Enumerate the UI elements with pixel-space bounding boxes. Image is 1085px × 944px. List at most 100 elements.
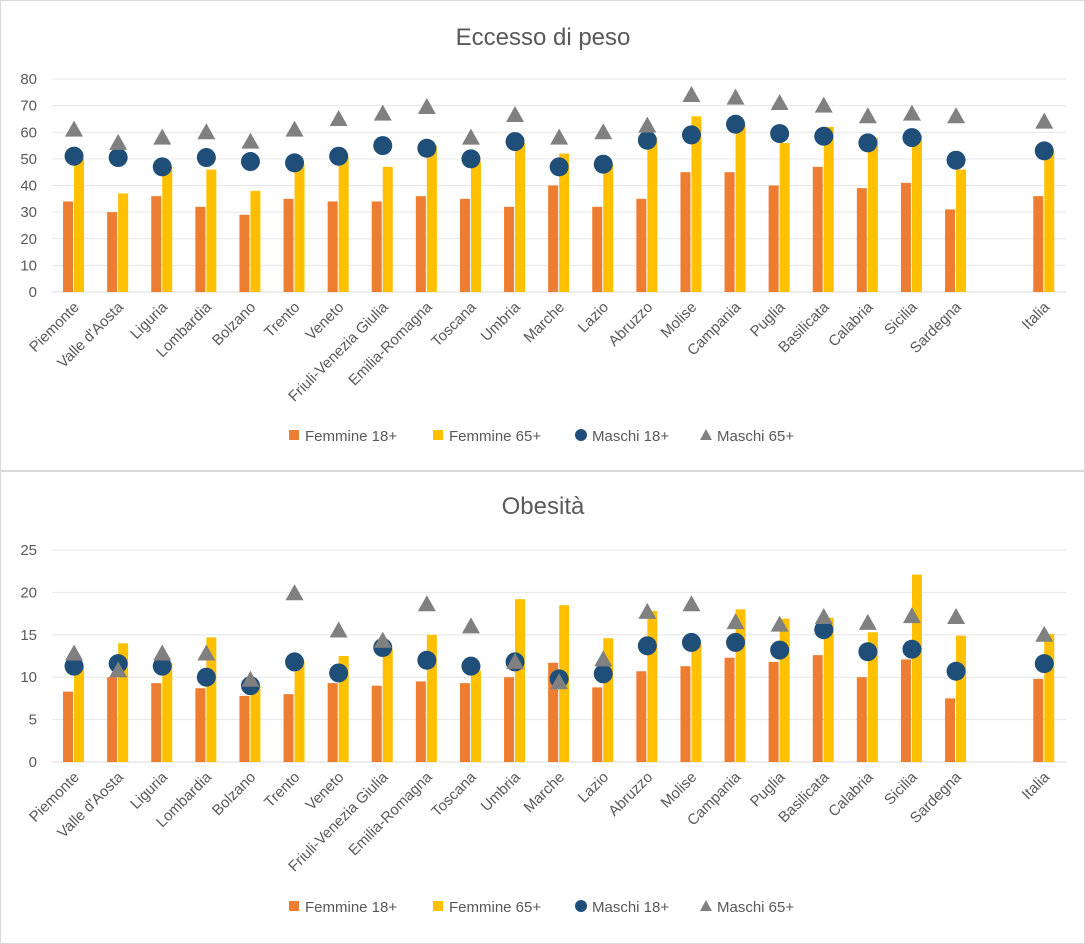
bar-femmine-65-umbria bbox=[515, 142, 526, 292]
point-maschi-18-piemonte bbox=[64, 656, 84, 676]
y-tick-label: 40 bbox=[20, 178, 37, 195]
point-maschi-18-calabria bbox=[858, 133, 878, 153]
bar-femmine-65-friuli-venezia-giulia bbox=[382, 166, 393, 292]
bar-femmine-65-liguria bbox=[162, 166, 173, 292]
bar-femmine-65-calabria bbox=[867, 632, 878, 762]
bar-femmine-18-valle-d-aosta bbox=[107, 677, 118, 762]
bar-femmine-65-toscana bbox=[470, 161, 481, 292]
point-maschi-65-italia bbox=[1035, 112, 1054, 129]
x-tick-label-puglia: Puglia bbox=[747, 768, 789, 810]
bar-femmine-65-puglia bbox=[779, 618, 790, 762]
bar-femmine-18-friuli-venezia-giulia bbox=[371, 685, 382, 762]
point-maschi-18-lazio bbox=[593, 664, 613, 684]
bar-femmine-18-puglia bbox=[768, 185, 779, 292]
bar-femmine-18-piemonte bbox=[63, 201, 74, 292]
bar-femmine-18-italia bbox=[1033, 678, 1044, 762]
x-tick-label-emilia-romagna: Emilia-Romagna bbox=[345, 768, 436, 859]
point-maschi-18-basilicata bbox=[814, 620, 834, 640]
legend-label-femmine-65: Femmine 65+ bbox=[449, 428, 541, 445]
point-maschi-65-campania bbox=[726, 613, 745, 630]
bar-femmine-65-lombardia bbox=[206, 637, 217, 762]
point-maschi-65-calabria bbox=[858, 107, 877, 124]
point-maschi-18-umbria bbox=[505, 132, 525, 152]
legend-swatch-maschi-65 bbox=[700, 900, 712, 911]
bar-femmine-65-umbria bbox=[515, 599, 526, 762]
x-tick-label-trento: Trento bbox=[261, 769, 303, 811]
bar-femmine-65-bolzano bbox=[250, 190, 261, 292]
x-tick-label-molise: Molise bbox=[658, 769, 701, 812]
point-maschi-65-puglia bbox=[770, 93, 789, 110]
point-maschi-18-valle-d-aosta bbox=[108, 148, 128, 168]
x-tick-label-bolzano: Bolzano bbox=[209, 299, 259, 349]
point-maschi-18-veneto bbox=[329, 663, 349, 683]
x-tick-label-marche: Marche bbox=[521, 299, 568, 346]
x-tick-label-toscana: Toscana bbox=[428, 298, 480, 350]
point-maschi-18-friuli-venezia-giulia bbox=[373, 136, 393, 156]
x-tick-label-toscana: Toscana bbox=[428, 768, 480, 820]
point-maschi-65-emilia-romagna bbox=[417, 595, 436, 612]
point-maschi-18-liguria bbox=[152, 656, 172, 676]
point-maschi-65-sardegna bbox=[947, 107, 966, 124]
point-maschi-18-toscana bbox=[461, 656, 481, 676]
y-tick-label: 0 bbox=[29, 284, 37, 301]
bar-femmine-65-lombardia bbox=[206, 169, 217, 292]
bar-femmine-65-trento bbox=[294, 164, 305, 292]
point-maschi-65-bolzano bbox=[241, 132, 260, 149]
y-tick-label: 50 bbox=[20, 151, 37, 168]
point-maschi-65-emilia-romagna bbox=[417, 97, 436, 114]
bar-femmine-18-sicilia bbox=[900, 659, 911, 762]
point-maschi-65-piemonte bbox=[65, 644, 84, 661]
bar-femmine-65-sicilia bbox=[911, 134, 922, 292]
bar-femmine-18-bolzano bbox=[239, 695, 250, 762]
bar-femmine-18-liguria bbox=[151, 683, 162, 762]
bar-femmine-18-lazio bbox=[592, 687, 603, 762]
point-maschi-65-umbria bbox=[506, 652, 525, 669]
legend-swatch-femmine-65 bbox=[433, 430, 443, 440]
point-maschi-65-piemonte bbox=[65, 120, 84, 137]
bar-femmine-18-friuli-venezia-giulia bbox=[371, 201, 382, 292]
bar-femmine-65-toscana bbox=[470, 670, 481, 762]
point-maschi-65-veneto bbox=[329, 109, 348, 126]
y-tick-label: 60 bbox=[20, 124, 37, 141]
legend-label-maschi-18: Maschi 18+ bbox=[592, 428, 669, 445]
legend-label-maschi-18: Maschi 18+ bbox=[592, 899, 669, 916]
point-maschi-18-calabria bbox=[858, 642, 878, 662]
legend-label-femmine-18: Femmine 18+ bbox=[305, 899, 397, 916]
y-axis: 0 5 10 15 20 25 bbox=[20, 542, 1066, 771]
x-tick-label-emilia-romagna: Emilia-Romagna bbox=[345, 298, 436, 389]
bar-femmine-65-italia bbox=[1044, 150, 1055, 292]
point-maschi-65-veneto bbox=[329, 621, 348, 638]
x-tick-label-molise: Molise bbox=[658, 299, 701, 342]
point-maschi-18-toscana bbox=[461, 149, 481, 169]
point-maschi-18-piemonte bbox=[64, 146, 84, 166]
bar-femmine-65-marche bbox=[559, 153, 570, 292]
bar-femmine-18-lombardia bbox=[195, 206, 206, 292]
x-tick-label-italia: Italia bbox=[1019, 298, 1054, 333]
point-maschi-18-liguria bbox=[152, 157, 172, 177]
x-tick-label-calabria: Calabria bbox=[825, 768, 877, 820]
bar-femmine-18-puglia bbox=[768, 661, 779, 762]
point-maschi-65-valle-d-aosta bbox=[109, 661, 128, 678]
legend-swatch-maschi-18 bbox=[575, 900, 587, 912]
point-maschi-18-bolzano bbox=[240, 152, 260, 172]
bar-femmine-65-campania bbox=[735, 609, 746, 762]
legend-label-femmine-65: Femmine 65+ bbox=[449, 899, 541, 916]
point-maschi-18-trento bbox=[285, 153, 305, 173]
point-maschi-18-sardegna bbox=[946, 150, 966, 170]
bar-femmine-18-veneto bbox=[327, 201, 338, 292]
bar-femmine-65-valle-d-aosta bbox=[118, 643, 129, 762]
bar-femmine-65-valle-d-aosta bbox=[118, 193, 129, 292]
legend: Femmine 18+ Femmine 65+ Maschi 18+ Maschi 6… bbox=[289, 899, 794, 916]
chart-title: Obesità bbox=[502, 493, 585, 520]
point-maschi-65-marche bbox=[550, 673, 569, 690]
point-maschi-18-sicilia bbox=[902, 128, 922, 148]
point-maschi-18-basilicata bbox=[814, 126, 834, 146]
x-tick-label-calabria: Calabria bbox=[825, 298, 877, 350]
y-tick-label: 10 bbox=[20, 257, 37, 274]
y-tick-label: 5 bbox=[29, 712, 37, 729]
x-tick-label-marche: Marche bbox=[521, 769, 568, 816]
bar-femmine-18-trento bbox=[283, 198, 294, 292]
point-maschi-65-sardegna bbox=[947, 607, 966, 624]
bar-femmine-18-abruzzo bbox=[636, 671, 647, 762]
